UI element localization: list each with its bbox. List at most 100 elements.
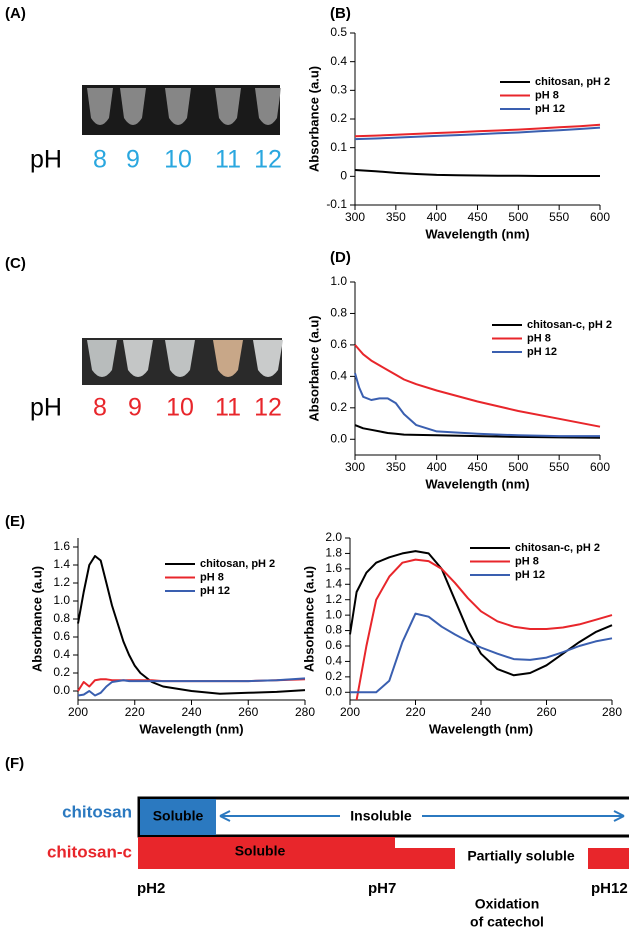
- x-tick-label: 550: [549, 460, 569, 474]
- x-tick-label: 220: [125, 705, 145, 719]
- legend-label: chitosan-c, pH 2: [515, 542, 600, 554]
- x-tick-label: 400: [427, 460, 447, 474]
- y-tick-label: 0.8: [325, 623, 342, 637]
- legend-label: chitosan, pH 2: [535, 76, 610, 88]
- y-tick-label: 0.4: [330, 54, 347, 68]
- legend-label: pH 8: [200, 571, 224, 583]
- ph-value: 10: [166, 394, 194, 422]
- ph-mark: pH7: [368, 880, 396, 897]
- legend-label: chitosan-c, pH 2: [527, 319, 612, 331]
- x-tick-label: 450: [467, 210, 487, 224]
- ph-mark: pH12: [591, 880, 628, 897]
- tube: [120, 88, 146, 125]
- ph-value: 11: [215, 394, 241, 422]
- y-axis-label: Absorbance (a.u): [29, 566, 44, 672]
- panel-label: (F): [5, 755, 24, 772]
- series-line: [77, 555, 306, 695]
- y-tick-label: 0: [340, 169, 347, 183]
- legend-label: pH 12: [535, 103, 565, 115]
- x-tick-label: 300: [345, 460, 365, 474]
- row-name: chitosan-c: [47, 842, 132, 861]
- series-line: [349, 550, 613, 677]
- y-tick-label: 1.0: [325, 607, 342, 621]
- tube: [255, 88, 281, 125]
- series-line: [355, 558, 613, 701]
- panel-label: (D): [330, 249, 351, 266]
- y-tick-label: 0.4: [330, 369, 347, 383]
- y-axis-label: Absorbance (a.u): [301, 566, 316, 672]
- x-tick-label: 240: [471, 705, 491, 719]
- legend-label: pH 12: [527, 346, 557, 358]
- tube: [253, 340, 283, 377]
- x-axis-label: Wavelength (nm): [429, 721, 533, 736]
- x-tick-label: 400: [427, 210, 447, 224]
- x-tick-label: 280: [295, 705, 315, 719]
- legend-label: pH 8: [527, 332, 551, 344]
- x-tick-label: 600: [590, 210, 610, 224]
- y-axis-label: Absorbance (a.u): [306, 66, 321, 172]
- x-tick-label: 220: [405, 705, 425, 719]
- ph-mark: pH2: [137, 880, 165, 897]
- legend-label: pH 8: [515, 555, 539, 567]
- x-tick-label: 550: [549, 210, 569, 224]
- y-tick-label: 0.3: [330, 83, 347, 97]
- y-axis-label: Absorbance (a.u): [306, 315, 321, 421]
- tube: [165, 340, 195, 377]
- state-label: Insoluble: [350, 808, 412, 824]
- legend-label: pH 12: [200, 585, 230, 597]
- soluble-block: [395, 848, 455, 869]
- y-tick-label: 0.0: [325, 684, 342, 698]
- x-tick-label: 500: [508, 210, 528, 224]
- panel-label: (A): [5, 5, 26, 22]
- y-tick-label: 0.4: [325, 654, 342, 668]
- x-tick-label: 300: [345, 210, 365, 224]
- x-tick-label: 200: [340, 705, 360, 719]
- soluble-block: [140, 799, 216, 835]
- y-tick-label: 0.0: [330, 431, 347, 445]
- state-label: Partially soluble: [467, 848, 575, 864]
- ph-value: 12: [254, 394, 282, 422]
- arrow-head: [219, 810, 625, 822]
- tube: [215, 88, 241, 125]
- y-tick-label: 0.2: [53, 665, 70, 679]
- y-tick-label: 1.0: [330, 274, 347, 288]
- soluble-block: [138, 837, 395, 869]
- ph-value: 8: [93, 394, 107, 422]
- y-tick-label: 1.4: [325, 576, 342, 590]
- y-tick-label: 1.0: [53, 593, 70, 607]
- ph-value: 10: [164, 146, 192, 174]
- series-line: [354, 424, 601, 439]
- y-tick-label: 0.0: [53, 683, 70, 697]
- ph-label: pH: [30, 146, 62, 174]
- y-tick-label: 1.6: [325, 561, 342, 575]
- row-box: [137, 796, 629, 838]
- x-tick-label: 350: [386, 210, 406, 224]
- state-label: Soluble: [153, 808, 204, 824]
- series-line: [354, 126, 601, 141]
- tube: [123, 340, 153, 377]
- note: of catechol: [470, 914, 544, 928]
- y-tick-label: 0.2: [330, 400, 347, 414]
- legend-label: chitosan, pH 2: [200, 558, 275, 570]
- ph-value: 9: [128, 394, 142, 422]
- x-tick-label: 350: [386, 460, 406, 474]
- y-tick-label: 0.6: [53, 629, 70, 643]
- legend-label: pH 8: [535, 89, 559, 101]
- y-tick-label: 0.8: [53, 611, 70, 625]
- y-tick-label: 0.2: [330, 111, 347, 125]
- x-tick-label: 260: [536, 705, 556, 719]
- legend-label: pH 12: [515, 569, 545, 581]
- ph-value: 11: [215, 146, 241, 174]
- row-name: chitosan: [62, 802, 132, 821]
- x-tick-label: 500: [508, 460, 528, 474]
- tube: [213, 340, 243, 377]
- x-tick-label: 240: [181, 705, 201, 719]
- y-tick-label: 0.4: [53, 647, 70, 661]
- series-line: [350, 612, 613, 694]
- ph-value: 8: [93, 146, 107, 174]
- series-line: [354, 169, 600, 177]
- x-axis-label: Wavelength (nm): [139, 721, 243, 736]
- ph-value: 12: [254, 146, 282, 174]
- y-tick-label: 0.8: [330, 306, 347, 320]
- soluble-block: [588, 848, 629, 869]
